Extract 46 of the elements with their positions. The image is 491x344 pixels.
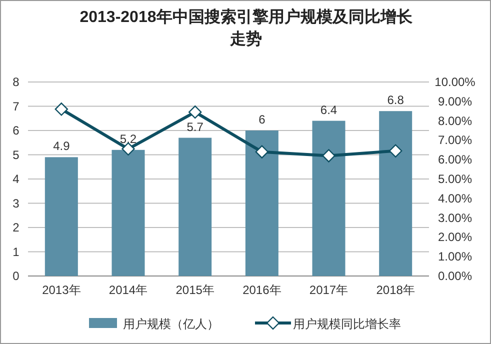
y2-tick-label: 5.00% [438, 172, 472, 186]
x-tick-label: 2014年 [108, 283, 148, 297]
x-tick-label: 2013年 [42, 283, 81, 297]
y2-tick-label: 2.00% [438, 230, 472, 244]
y-tick-label: 4 [12, 172, 20, 186]
y-tick-label: 6 [12, 124, 20, 138]
x-tick-label: 2015年 [176, 283, 214, 297]
y-tick-label: 0 [12, 269, 20, 283]
bar [245, 130, 278, 276]
y-tick-label: 7 [12, 99, 20, 114]
y2-tick-label: 3.00% [438, 210, 472, 225]
data-label: 6 [258, 112, 266, 126]
bar [379, 111, 412, 276]
point [54, 102, 68, 116]
data-label: 4.9 [53, 139, 70, 154]
y-tick-label: 1 [12, 244, 20, 259]
y-tick-label: 5 [12, 148, 20, 162]
x-tick-label: 2017年 [309, 283, 348, 297]
y-tick-label: 2 [12, 220, 20, 234]
y2-tick-label: 0.00% [438, 269, 472, 283]
data-label: 5.2 [120, 132, 137, 146]
data-label: 6.8 [387, 93, 404, 108]
y-tick-label: 3 [12, 196, 20, 210]
legend-label: 用户规模（亿人） [123, 317, 219, 331]
data-label: 5.7 [186, 120, 204, 134]
point [188, 105, 202, 119]
point [322, 149, 336, 162]
y2-tick-label: 8.00% [438, 114, 472, 128]
y2-tick-label: 7.00% [438, 133, 472, 148]
legend-label: 用户规模同比增长率 [293, 317, 401, 331]
bar [44, 157, 78, 276]
bar [112, 150, 145, 276]
y-tick-label: 8 [12, 75, 20, 89]
bar [312, 120, 346, 276]
chart-title: 2013-2018年中国搜索引擎用户规模及同比增长走势 [79, 7, 413, 50]
point [255, 145, 269, 158]
x-tick-label: 2018年 [376, 283, 415, 297]
y2-tick-label: 4.00% [438, 191, 472, 206]
data-label: 6.4 [320, 102, 338, 117]
x-tick-label: 2016年 [242, 283, 282, 297]
y2-tick-label: 6.00% [438, 152, 472, 167]
point [388, 144, 402, 158]
y2-tick-label: 1.00% [438, 250, 472, 264]
y2-tick-label: 9.00% [438, 94, 472, 108]
y2-tick-label: 10.00% [434, 75, 476, 89]
bar [178, 138, 212, 276]
